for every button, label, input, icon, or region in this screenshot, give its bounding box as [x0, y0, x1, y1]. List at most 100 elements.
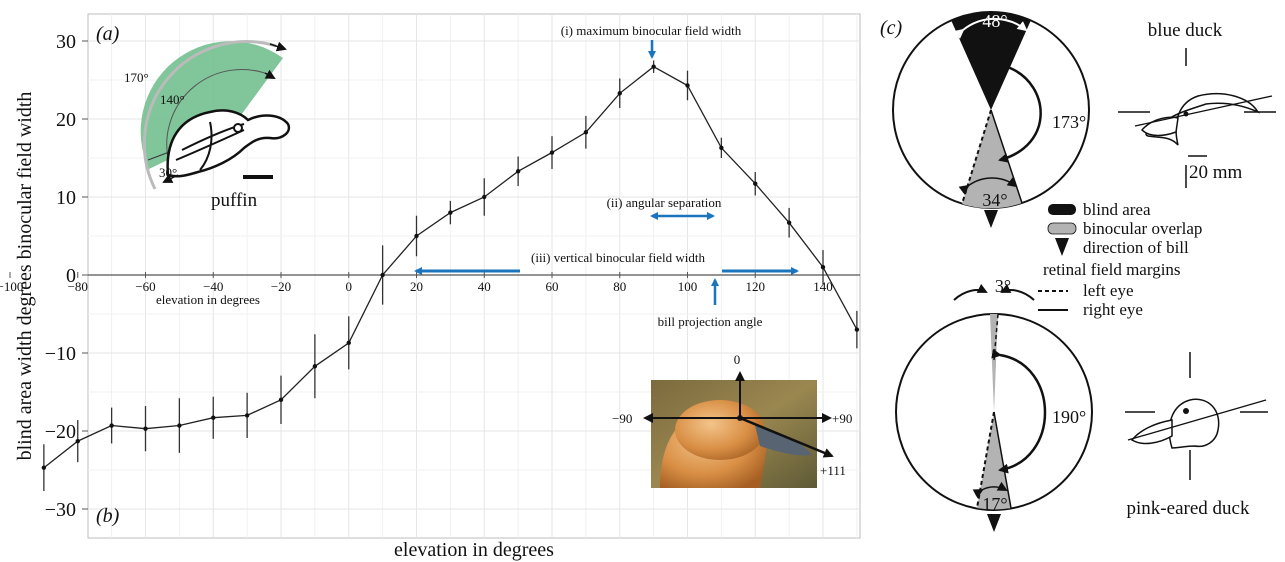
- blue-duck-field-diagram: 48° 173° 34°: [892, 11, 1090, 228]
- blue-duck-scale-label: 20 mm: [1189, 162, 1243, 183]
- x-tick-label: −80: [68, 279, 88, 294]
- data-points: [41, 64, 860, 470]
- blue-duck-overlap-arc: [958, 177, 1018, 195]
- pink-duck-title: pink-eared duck: [1127, 498, 1250, 519]
- photo-bill-axis: [739, 416, 834, 458]
- pink-duck-3-arrow-left: [953, 283, 988, 301]
- puffin-scale-bar: [243, 175, 273, 179]
- legend-blind-label: blind area: [1083, 200, 1151, 219]
- data-point: [549, 150, 555, 155]
- duck-photo-inset: 0 −90 +90 +111: [612, 352, 852, 488]
- puffin-angle-170: 170°: [124, 70, 149, 85]
- data-point: [583, 130, 589, 135]
- x-tick-label: 40: [478, 279, 491, 294]
- legend-bill-triangle: [1055, 238, 1069, 256]
- data-point: [244, 413, 250, 418]
- angular-separation-annotation: (ii) angular separation: [607, 195, 722, 210]
- pink-duck-overlap-arc: [972, 481, 1008, 499]
- data-point: [617, 91, 622, 96]
- legend-retinal-label: retinal field margins: [1043, 260, 1181, 279]
- data-point: [414, 233, 419, 239]
- puffin-inner-arc-arrow: [264, 69, 276, 79]
- pink-duck-3-arrow-right: [1000, 283, 1035, 301]
- photo-label-plus90: +90: [832, 411, 852, 426]
- pink-duck-190-angle: 190°: [1052, 407, 1086, 427]
- pink-duck-blind-angle: 3°: [995, 276, 1011, 296]
- x-tick-label: −100: [0, 279, 23, 294]
- y-tick-label: 0: [66, 265, 76, 287]
- panel-c-legend: blind area binocular overlap direction o…: [1038, 200, 1202, 319]
- data-point: [515, 169, 521, 174]
- blue-duck-overlap-angle: 34°: [982, 190, 1007, 210]
- x-tick-labels: −100 −80 −60 −40 −20 0 20 40 60 80 100 120 140: [0, 272, 833, 294]
- blue-duck-left-eye-margin: [961, 109, 992, 205]
- x-tick-label: −40: [203, 279, 223, 294]
- data-point: [312, 364, 318, 369]
- panel-c: (c) 48° 173° 34°: [880, 11, 1276, 532]
- photo-duck-bill: [755, 425, 812, 456]
- y-tick-label: −30: [45, 499, 76, 521]
- data-point: [346, 340, 351, 346]
- puffin-eye: [233, 123, 243, 133]
- data-point: [109, 423, 114, 428]
- puffin-low-arrow: [162, 173, 179, 183]
- y-tick-label: 20: [56, 109, 76, 131]
- x-tick-label: 80: [613, 279, 626, 294]
- x-tick-label: −60: [135, 279, 155, 294]
- puffin-outer-arc: [142, 40, 277, 190]
- pink-duck-bill-direction: [987, 514, 1001, 532]
- blue-duck-head-sketch: blue duck 20 mm: [1118, 20, 1276, 188]
- y-tick-label: −20: [45, 421, 76, 443]
- data-point: [482, 194, 487, 200]
- y-tick-label: 10: [56, 187, 76, 209]
- blue-duck-blind-angle: 48°: [982, 11, 1007, 31]
- pink-eared-duck-field-diagram: 3° 190° 17°: [895, 276, 1093, 532]
- data-point: [177, 423, 182, 428]
- data-point: [278, 397, 284, 402]
- data-point: [75, 438, 80, 444]
- blue-duck-title: blue duck: [1148, 20, 1223, 41]
- data-point: [448, 210, 453, 215]
- legend-blind-swatch: [1048, 204, 1076, 215]
- legend-overlap-label: binocular overlap: [1083, 219, 1202, 238]
- legend-bill-label: direction of bill: [1083, 238, 1189, 257]
- x-tick-label: 20: [410, 279, 423, 294]
- x-tick-label: 0: [346, 279, 353, 294]
- y-tick-label: −10: [45, 343, 76, 365]
- blue-duck-bill-line: [1134, 95, 1273, 127]
- x-axis-title: elevation in degrees: [394, 539, 554, 561]
- inner-x-label: elevation in degrees: [156, 292, 260, 307]
- data-point: [685, 83, 690, 88]
- puffin-head-sketch: [166, 109, 291, 178]
- pink-duck-bill-outline: [1130, 419, 1173, 445]
- data-point: [719, 145, 724, 151]
- blue-duck-173-angle: 173°: [1052, 112, 1086, 132]
- panel-letter-a: (a): [96, 23, 120, 45]
- pink-duck-head-outline: [1168, 398, 1220, 449]
- x-tick-label: 100: [678, 279, 698, 294]
- legend-left-eye-label: left eye: [1083, 281, 1134, 300]
- photo-label-0: 0: [734, 352, 741, 367]
- puffin-label: puffin: [211, 190, 258, 211]
- data-point: [786, 220, 792, 225]
- puffin-inset: 170° 140° 30° puffin: [124, 40, 291, 211]
- data-point: [41, 465, 47, 470]
- data-point: [211, 415, 216, 420]
- photo-label-plus111: +111: [820, 463, 846, 478]
- photo-label-minus90: −90: [612, 411, 632, 426]
- data-point: [820, 265, 826, 270]
- y-tick-label: 30: [56, 31, 76, 53]
- puffin-outer-arc-arrow: [269, 41, 287, 52]
- vertical-width-annotation: (iii) vertical binocular field width: [531, 250, 705, 265]
- panel-letter-c: (c): [880, 17, 903, 39]
- y-axis-title: blind area width degrees binocular field…: [14, 92, 36, 461]
- x-tick-label: 120: [746, 279, 766, 294]
- pink-duck-head-sketch: pink-eared duck: [1125, 352, 1268, 519]
- blue-duck-blind-arc: [953, 17, 1028, 39]
- data-point: [143, 426, 148, 431]
- puffin-angle-140: 140°: [160, 92, 185, 107]
- puffin-inner-arc: [166, 68, 271, 159]
- photo-duck-head: [675, 400, 765, 460]
- pink-duck-eye: [1183, 408, 1189, 414]
